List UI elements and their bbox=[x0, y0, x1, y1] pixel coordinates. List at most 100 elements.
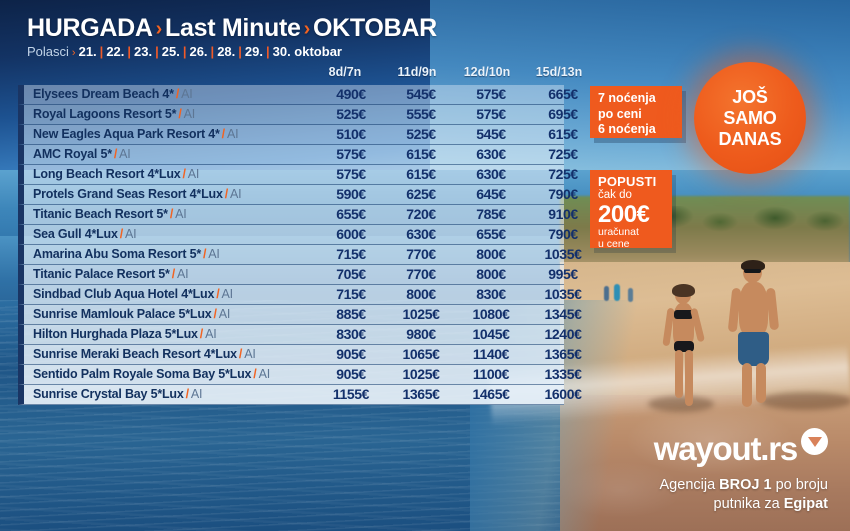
hotel-title: Sunrise Mamlouk Palace 5*Lux bbox=[33, 307, 212, 321]
board-type: AI bbox=[226, 127, 239, 141]
hotel-name: Royal Lagoons Resort 5* / AI bbox=[33, 107, 195, 121]
price-cell: 1080€ bbox=[472, 306, 510, 322]
board-type: AI bbox=[221, 287, 234, 301]
name-separator: / bbox=[203, 247, 207, 261]
date-separator: | bbox=[155, 44, 159, 59]
today-line3: DANAS bbox=[718, 128, 782, 149]
price-cell: 615€ bbox=[548, 126, 578, 142]
chevron-right-icon: › bbox=[155, 18, 163, 40]
price-cell: 1100€ bbox=[472, 366, 510, 382]
today-line1: JOŠ bbox=[732, 86, 768, 107]
board-type: AI bbox=[177, 267, 189, 281]
hotel-name: Sunrise Meraki Beach Resort 4*Lux / AI bbox=[33, 347, 256, 361]
hotel-name: Titanic Beach Resort 5* / AI bbox=[33, 207, 187, 221]
departure-date: 22. bbox=[106, 44, 125, 59]
hotel-name: AMC Royal 5* / AI bbox=[33, 147, 131, 161]
hotel-title: New Eagles Aqua Park Resort 4* bbox=[33, 127, 220, 141]
price-cell: 910€ bbox=[548, 206, 578, 222]
price-cell: 1600€ bbox=[544, 386, 582, 402]
table-row[interactable]: Sentido Palm Royale Soma Bay 5*Lux / AI 905… bbox=[18, 365, 582, 385]
price-cell: 770€ bbox=[406, 266, 436, 282]
column-header-8d7n: 8d/7n bbox=[328, 65, 362, 79]
woman-figure bbox=[662, 284, 706, 410]
tagline-line-2: putnika za Egipat bbox=[654, 495, 828, 514]
name-separator: / bbox=[238, 347, 243, 361]
table-row[interactable]: Hilton Hurghada Plaza 5*Lux / AI 830€ 980€ 10… bbox=[18, 325, 582, 345]
price-cell: 590€ bbox=[336, 186, 366, 202]
name-separator: / bbox=[224, 187, 228, 201]
tagline-post: po broju bbox=[771, 477, 828, 493]
date-separator: | bbox=[127, 44, 132, 59]
board-type: AI bbox=[175, 207, 187, 221]
price-cell: 830€ bbox=[336, 326, 366, 342]
man-shadow bbox=[760, 392, 850, 410]
tagline-bold: BROJ 1 bbox=[719, 477, 772, 493]
price-cell: 490€ bbox=[336, 86, 366, 102]
price-cell: 995€ bbox=[548, 266, 578, 282]
name-separator: / bbox=[185, 387, 189, 401]
table-row[interactable]: Sindbad Club Aqua Hotel 4*Lux / AI 715€ 800€… bbox=[18, 285, 582, 305]
badge-nights-line3: 6 noćenja bbox=[598, 122, 656, 136]
hotel-title: Long Beach Resort 4*Lux bbox=[33, 167, 181, 181]
table-row[interactable]: Protels Grand Seas Resort 4*Lux / AI 590€ 62… bbox=[18, 185, 578, 205]
price-cell: 575€ bbox=[476, 106, 506, 122]
price-table: 8d/7n 11d/9n 12d/10n 15d/13n Elysees Dre… bbox=[18, 62, 582, 405]
table-row[interactable]: Sunrise Crystal Bay 5*Lux / AI 1155€ 1365€ 14… bbox=[18, 385, 582, 405]
chevron-right-icon: › bbox=[71, 47, 76, 59]
name-separator: / bbox=[199, 327, 204, 341]
price-cell: 830€ bbox=[476, 286, 506, 302]
price-cell: 1025€ bbox=[402, 306, 440, 322]
badge-today-only: JOŠ SAMO DANAS bbox=[694, 62, 806, 174]
table-row[interactable]: Sunrise Meraki Beach Resort 4*Lux / AI 905€… bbox=[18, 345, 582, 365]
man-figure bbox=[726, 260, 782, 410]
price-cell: 1035€ bbox=[544, 246, 582, 262]
hotel-title: Sentido Palm Royale Soma Bay 5*Lux bbox=[33, 367, 252, 381]
hotel-name: Sentido Palm Royale Soma Bay 5*Lux / AI bbox=[33, 367, 270, 381]
table-row[interactable]: Titanic Beach Resort 5* / AI 655€ 720€ 785€ 91… bbox=[18, 205, 578, 225]
play-triangle-icon bbox=[801, 428, 828, 455]
board-type: AI bbox=[187, 167, 200, 181]
badge-free-night: 7 noćenja po ceni 6 noćenja bbox=[590, 86, 682, 138]
title-offer-type: Last Minute bbox=[165, 14, 301, 42]
departure-date: 26. bbox=[189, 44, 208, 59]
price-cell: 800€ bbox=[476, 246, 506, 262]
board-type: AI bbox=[258, 367, 271, 381]
table-row[interactable]: Titanic Palace Resort 5* / AI 705€ 770€ 800€ 9… bbox=[18, 265, 578, 285]
table-row[interactable]: Elysees Dream Beach 4* / AI 490€ 545€ 575€ 665… bbox=[18, 85, 578, 105]
table-row[interactable]: Amarina Abu Soma Resort 5* / AI 715€ 770€ 800… bbox=[18, 245, 582, 265]
price-cell: 1065€ bbox=[402, 346, 440, 362]
price-cell: 630€ bbox=[476, 146, 506, 162]
price-cell: 630€ bbox=[476, 166, 506, 182]
table-row[interactable]: Long Beach Resort 4*Lux / AI 575€ 615€ 630€ 72… bbox=[18, 165, 578, 185]
price-cell: 980€ bbox=[406, 326, 436, 342]
badge-nights-line1: 7 noćenja bbox=[598, 91, 656, 105]
price-cell: 575€ bbox=[336, 166, 366, 182]
price-cell: 545€ bbox=[476, 126, 506, 142]
table-row[interactable]: Sunrise Mamlouk Palace 5*Lux / AI 885€ 1025€… bbox=[18, 305, 582, 325]
hotel-name: Hilton Hurghada Plaza 5*Lux / AI bbox=[33, 327, 217, 341]
name-separator: / bbox=[182, 167, 186, 181]
table-row[interactable]: Sea Gull 4*Lux / AI 600€ 630€ 655€ 790€ bbox=[18, 225, 578, 245]
price-cell: 615€ bbox=[406, 166, 436, 182]
tagline-bold-2: Egipat bbox=[783, 496, 828, 512]
tagline-pre: Agencija bbox=[659, 477, 720, 493]
price-cell: 575€ bbox=[476, 86, 506, 102]
table-row[interactable]: New Eagles Aqua Park Resort 4* / AI 510€ 525… bbox=[18, 125, 578, 145]
price-cell: 625€ bbox=[406, 186, 436, 202]
date-separator: | bbox=[99, 44, 104, 59]
logo-text[interactable]: wayout.rs bbox=[653, 430, 798, 467]
table-row[interactable]: AMC Royal 5* / AI 575€ 615€ 630€ 725€ bbox=[18, 145, 578, 165]
price-cell: 1025€ bbox=[402, 366, 440, 382]
price-cell: 800€ bbox=[476, 266, 506, 282]
table-body: Elysees Dream Beach 4* / AI 490€ 545€ 575€ 665… bbox=[18, 85, 582, 405]
price-cell: 1345€ bbox=[544, 306, 582, 322]
discount-note-1: uračunat bbox=[598, 226, 639, 238]
hotel-title: Titanic Beach Resort 5* bbox=[33, 207, 168, 221]
price-cell: 510€ bbox=[336, 126, 366, 142]
table-row[interactable]: Royal Lagoons Resort 5* / AI 525€ 555€ 575€ 69… bbox=[18, 105, 578, 125]
hotel-name: Amarina Abu Soma Resort 5* / AI bbox=[33, 247, 220, 261]
departures-label: Polasci bbox=[27, 44, 69, 59]
column-header-11d9n: 11d/9n bbox=[397, 65, 437, 79]
hotel-title: Hilton Hurghada Plaza 5*Lux bbox=[33, 327, 198, 341]
